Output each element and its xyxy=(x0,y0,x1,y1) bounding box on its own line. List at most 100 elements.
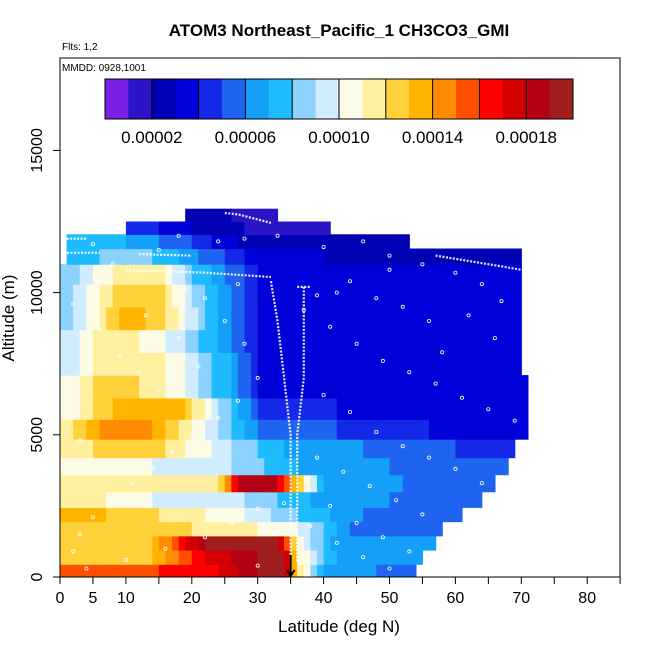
heatmap-cell xyxy=(270,375,279,399)
chart-title: ATOM3 Northeast_Pacific_1 CH3CO3_GMI xyxy=(169,21,509,40)
heatmap-cell xyxy=(323,329,331,353)
heatmap-cell xyxy=(481,457,489,476)
colorbar-swatch xyxy=(549,79,574,119)
heatmap-cell xyxy=(224,375,232,399)
heatmap-cell xyxy=(270,306,279,331)
heatmap-cell xyxy=(152,352,160,376)
heatmap-cell xyxy=(330,439,338,459)
heatmap-cell xyxy=(79,507,87,523)
colorbar-tick-label: 0.00014 xyxy=(402,128,463,147)
heatmap-cell xyxy=(349,491,358,508)
heatmap-cell xyxy=(323,264,331,285)
heatmap-cell xyxy=(310,535,318,551)
colorbar-swatch xyxy=(175,79,200,119)
heatmap-cell xyxy=(73,474,81,493)
heatmap-cell xyxy=(310,419,318,440)
heatmap-cell xyxy=(303,491,312,508)
heatmap-cell xyxy=(363,457,371,476)
heatmap-cell xyxy=(284,507,292,523)
heatmap-cell xyxy=(409,507,417,523)
heatmap-cell xyxy=(317,474,325,493)
heatmap-cell xyxy=(92,284,101,308)
heatmap-cell xyxy=(402,397,410,420)
heatmap-cell xyxy=(145,352,153,376)
heatmap-cell xyxy=(290,284,298,308)
heatmap-cell xyxy=(521,375,529,399)
heatmap-cell xyxy=(92,234,101,250)
heatmap-cell xyxy=(244,535,252,551)
heatmap-cell xyxy=(382,457,391,476)
heatmap-cell xyxy=(402,329,410,353)
sample-point xyxy=(143,313,148,318)
sample-point xyxy=(466,313,471,318)
heatmap-cell xyxy=(336,248,344,265)
heatmap-cell xyxy=(152,264,160,285)
heatmap-cell xyxy=(415,284,424,308)
heatmap-cell xyxy=(145,306,153,331)
heatmap-cell xyxy=(270,284,279,308)
heatmap-cell xyxy=(455,419,463,440)
heatmap-cell xyxy=(178,284,186,308)
heatmap-cell xyxy=(92,474,101,493)
heatmap-cell xyxy=(442,491,450,508)
heatmap-cell xyxy=(172,521,180,537)
heatmap-cell xyxy=(251,352,259,376)
heatmap-cell xyxy=(158,549,167,565)
heatmap-cell xyxy=(303,306,312,331)
heatmap-cell xyxy=(244,284,252,308)
heatmap-cell xyxy=(323,306,331,331)
heatmap-cell xyxy=(277,521,285,537)
heatmap-cell xyxy=(66,457,74,476)
heatmap-cell xyxy=(376,549,384,565)
heatmap-cell xyxy=(297,457,305,476)
heatmap-cell xyxy=(435,352,443,376)
heatmap-cell xyxy=(66,264,74,285)
colorbar-swatch xyxy=(385,79,410,119)
heatmap-cell xyxy=(132,419,140,440)
heatmap-cell xyxy=(125,549,134,565)
heatmap-cell xyxy=(224,491,232,508)
heatmap-cell xyxy=(396,535,404,551)
heatmap-cell xyxy=(435,474,443,493)
heatmap-cell xyxy=(481,375,489,399)
heatmap-cell xyxy=(363,439,371,459)
heatmap-cell xyxy=(455,375,463,399)
heatmap-cell xyxy=(396,329,404,353)
heatmap-cell xyxy=(92,457,101,476)
heatmap-cell xyxy=(79,352,87,376)
heatmap-cell xyxy=(257,439,265,459)
heatmap-cell xyxy=(257,521,265,537)
heatmap-cell xyxy=(185,208,193,223)
heatmap-cell xyxy=(481,329,489,353)
heatmap-cell xyxy=(132,329,140,353)
y-tick-label: 5000 xyxy=(29,417,46,453)
heatmap-cell xyxy=(303,264,312,285)
heatmap-cell xyxy=(488,375,496,399)
heatmap-cell xyxy=(125,491,134,508)
heatmap-cell xyxy=(145,549,153,565)
heatmap-cell xyxy=(317,306,325,331)
heatmap-cell xyxy=(402,284,410,308)
heatmap-cell xyxy=(73,521,81,537)
heatmap-cell xyxy=(310,457,318,476)
heatmap-cell xyxy=(422,248,430,265)
heatmap-cell xyxy=(435,264,443,285)
heatmap-cell xyxy=(330,474,338,493)
heatmap-cell xyxy=(442,397,450,420)
heatmap-cell xyxy=(178,221,186,235)
heatmap-cell xyxy=(317,521,325,537)
heatmap-cell xyxy=(409,474,417,493)
heatmap-cell xyxy=(191,248,199,265)
heatmap-cell xyxy=(204,474,213,493)
heatmap-cell xyxy=(224,439,232,459)
heatmap-cell xyxy=(264,549,272,565)
sample-point xyxy=(492,336,497,341)
heatmap-cell xyxy=(79,439,87,459)
heatmap-cell xyxy=(79,564,87,577)
heatmap-cell xyxy=(66,439,74,459)
heatmap-cell xyxy=(106,234,114,250)
heatmap-cell xyxy=(356,306,364,331)
heatmap-cell xyxy=(429,264,437,285)
heatmap-cell xyxy=(191,535,199,551)
sample-point xyxy=(117,353,122,358)
